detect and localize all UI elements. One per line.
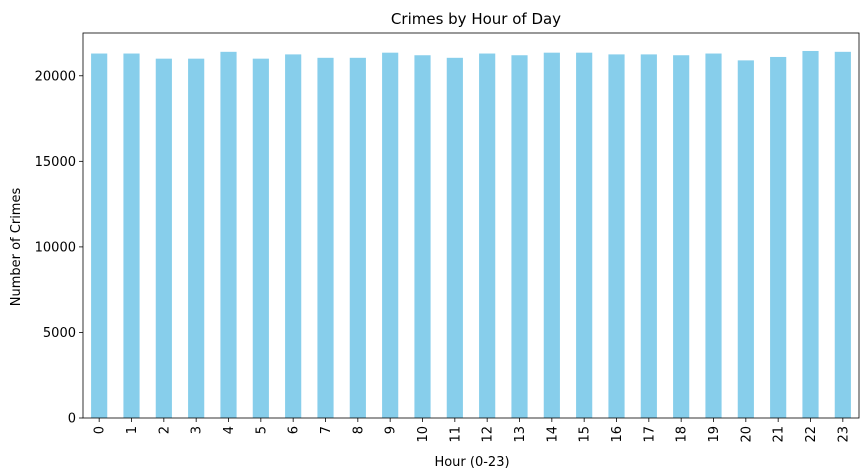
x-tick-label: 11 bbox=[448, 426, 463, 443]
x-tick-label: 5 bbox=[254, 426, 269, 434]
axes-spines bbox=[82, 32, 860, 419]
x-tick-label: 16 bbox=[610, 426, 625, 443]
x-tick-label: 0 bbox=[93, 426, 108, 434]
x-tick-label: 3 bbox=[190, 426, 205, 434]
bar-hour-21 bbox=[770, 56, 787, 419]
x-tick-label: 19 bbox=[707, 426, 722, 443]
x-tick-label: 6 bbox=[287, 426, 302, 434]
chart-title: Crimes by Hour of Day bbox=[391, 10, 561, 28]
x-tick-label: 22 bbox=[804, 426, 819, 443]
y-tick-label: 0 bbox=[68, 412, 76, 427]
bar-hour-16 bbox=[608, 54, 625, 418]
bar-hour-5 bbox=[252, 58, 269, 419]
x-tick-label: 4 bbox=[222, 426, 237, 434]
bar-hour-23 bbox=[834, 51, 851, 418]
x-axis-ticks: 0 1 2 3 4 5 6 7 8 9 10 11 12 13 14 15 16 17 18 19 20 21 22 23 bbox=[93, 418, 851, 443]
y-tick-label: 5000 bbox=[43, 326, 76, 341]
bar-hour-17 bbox=[640, 54, 657, 418]
y-tick-label: 15000 bbox=[35, 155, 76, 170]
x-tick-label: 7 bbox=[319, 426, 334, 434]
bar-hour-15 bbox=[576, 52, 593, 419]
bar-hour-12 bbox=[479, 53, 496, 418]
y-tick-label: 20000 bbox=[35, 69, 76, 84]
x-tick-label: 10 bbox=[416, 426, 431, 443]
bar-hour-19 bbox=[705, 53, 722, 418]
x-tick-label: 20 bbox=[739, 426, 754, 443]
x-tick-label: 2 bbox=[157, 426, 172, 434]
bar-hour-4 bbox=[220, 51, 237, 418]
x-tick-label: 15 bbox=[578, 426, 593, 443]
bar-hour-6 bbox=[285, 54, 302, 418]
x-tick-label: 21 bbox=[772, 426, 787, 443]
bars-group bbox=[91, 50, 851, 419]
x-axis-title: Hour (0-23) bbox=[434, 455, 509, 470]
plot-frame bbox=[82, 32, 860, 419]
bar-hour-2 bbox=[155, 58, 172, 419]
x-tick-label: 13 bbox=[513, 426, 528, 443]
y-axis-ticks: 0 5000 10000 15000 20000 bbox=[35, 69, 83, 427]
bar-hour-20 bbox=[737, 60, 754, 418]
x-tick-label: 1 bbox=[125, 426, 140, 434]
bar-hour-11 bbox=[446, 57, 463, 419]
bar-hour-7 bbox=[317, 57, 334, 419]
x-tick-label: 23 bbox=[836, 426, 851, 443]
x-tick-label: 14 bbox=[545, 426, 560, 443]
x-tick-label: 8 bbox=[351, 426, 366, 434]
x-tick-label: 9 bbox=[384, 426, 399, 434]
bar-hour-14 bbox=[543, 52, 560, 419]
y-axis-title: Number of Crimes bbox=[9, 188, 24, 307]
bar-hour-10 bbox=[414, 55, 431, 419]
bar-hour-0 bbox=[91, 53, 108, 418]
bar-hour-1 bbox=[123, 53, 140, 418]
x-tick-label: 17 bbox=[642, 426, 657, 443]
bar-hour-18 bbox=[673, 55, 690, 419]
bar-hour-8 bbox=[349, 57, 366, 419]
bar-hour-13 bbox=[511, 55, 528, 419]
y-tick-label: 10000 bbox=[35, 240, 76, 255]
x-tick-label: 18 bbox=[675, 426, 690, 443]
bar-hour-3 bbox=[188, 58, 205, 419]
bar-hour-22 bbox=[802, 50, 819, 418]
bar-hour-9 bbox=[382, 52, 399, 419]
x-tick-label: 12 bbox=[481, 426, 496, 443]
